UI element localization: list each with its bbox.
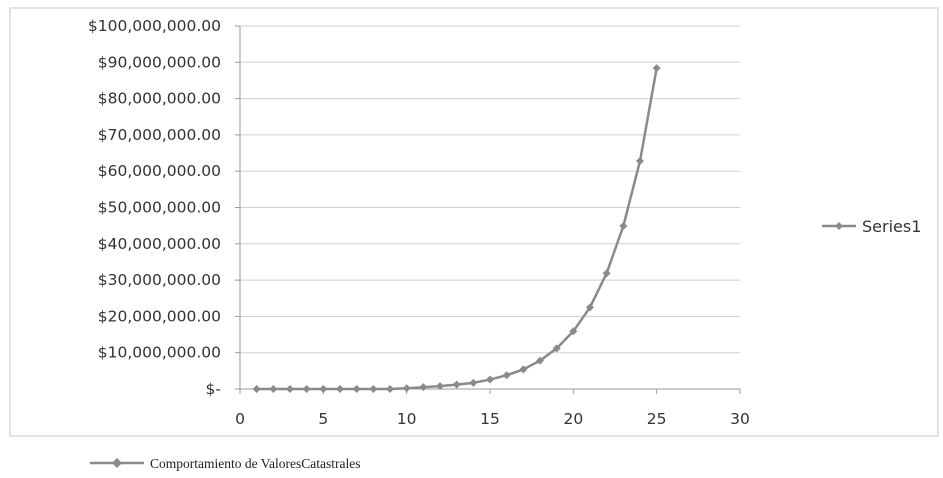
caption: Comportamiento de ValoresCatastrales [90,456,360,471]
data-point [302,385,311,393]
y-axis-tick-labels: $- $10,000,000.00 $20,000,000.00 $30,000,00… [88,17,221,398]
legend-label-series1: Series1 [862,217,921,236]
data-point [286,385,294,393]
y-tick-label: $90,000,000.00 [98,53,221,71]
data-point [336,385,344,393]
legend-marker [835,222,843,230]
x-tick-label: 25 [647,410,667,428]
data-point [469,378,478,387]
x-tick-label: 5 [318,410,328,428]
x-tick-label: 15 [480,410,500,428]
y-tick-label: $80,000,000.00 [98,90,221,108]
y-tick-label: $20,000,000.00 [98,307,221,325]
y-tick-label: $50,000,000.00 [98,199,221,217]
data-point [369,385,378,393]
data-point [602,269,611,278]
x-axis-tick-labels: 0 5 10 15 20 25 30 [235,410,750,428]
data-point [386,385,394,393]
series-layer [252,64,661,393]
data-point [319,385,328,393]
data-point [586,303,594,312]
y-tick-label: $70,000,000.00 [98,126,221,144]
data-point [452,380,461,389]
y-tick-label: $40,000,000.00 [98,235,221,253]
caption-label: Comportamiento de ValoresCatastrales [150,456,360,471]
caption-marker [112,458,122,468]
data-point [269,385,278,393]
data-point [436,382,444,391]
data-point [352,385,361,393]
data-point [252,385,261,393]
chart-frame [9,7,939,437]
data-point [636,157,644,166]
data-point [569,327,578,336]
y-tick-label: $- [206,380,221,398]
data-point [502,371,511,380]
y-tick-label: $100,000,000.00 [88,17,221,35]
y-tick-label: $10,000,000.00 [98,344,221,362]
legend: Series1 [822,217,921,236]
x-tick-label: 20 [563,410,583,428]
gridlines [240,25,740,354]
data-point [619,222,628,231]
data-point [402,384,411,393]
y-tick-label: $60,000,000.00 [98,162,221,180]
data-point [419,383,428,392]
y-tick-label: $30,000,000.00 [98,271,221,289]
data-point [486,375,494,384]
x-tick-label: 10 [397,410,417,428]
x-tick-label: 0 [235,410,245,428]
data-point [552,344,561,353]
data-point [536,356,544,365]
x-tick-label: 30 [730,410,750,428]
data-point [519,365,528,374]
data-point [652,64,661,73]
